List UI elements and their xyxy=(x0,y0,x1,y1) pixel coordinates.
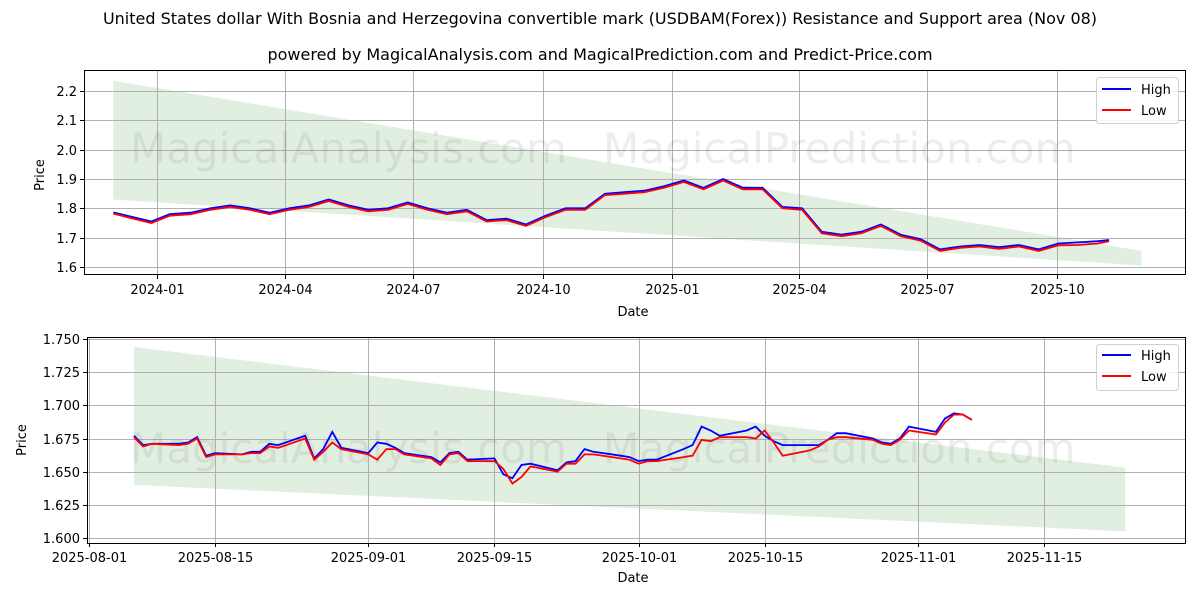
y-tick-label: 1.725 xyxy=(43,366,80,381)
x-tick-label: 2025-08-01 xyxy=(52,551,128,566)
x-tick-label: 2024-04 xyxy=(258,283,312,298)
x-tick-label: 2024-07 xyxy=(386,283,440,298)
chart-title: United States dollar With Bosnia and Her… xyxy=(102,9,1098,28)
top-plot: MagicalAnalysis.com MagicalPrediction.co… xyxy=(33,70,1186,320)
x-tick-label: 2025-07 xyxy=(900,283,954,298)
x-tick-label: 2025-11-15 xyxy=(1007,551,1083,566)
x-tick-label: 2024-01 xyxy=(130,283,184,298)
bottom-x-axis-label: Date xyxy=(617,571,648,586)
y-tick-label: 1.600 xyxy=(43,532,80,547)
y-tick-label: 2.1 xyxy=(56,114,77,129)
x-tick-label: 2025-10-15 xyxy=(728,551,804,566)
legend-low-label: Low xyxy=(1141,370,1167,385)
x-tick-label: 2025-08-15 xyxy=(178,551,254,566)
y-tick-label: 1.650 xyxy=(43,466,80,481)
x-tick-label: 2025-09-15 xyxy=(457,551,533,566)
bottom-watermark-right: MagicalPrediction.com xyxy=(603,424,1076,473)
x-tick-label: 2025-10 xyxy=(1030,283,1084,298)
y-tick-label: 1.8 xyxy=(56,202,77,217)
top-support-resistance-band xyxy=(113,80,1142,266)
top-watermark-right: MagicalPrediction.com xyxy=(603,124,1076,173)
top-watermark-left: MagicalAnalysis.com xyxy=(130,124,567,173)
y-tick-label: 2.0 xyxy=(56,144,77,159)
y-tick-label: 1.700 xyxy=(43,399,80,414)
x-tick-label: 2024-10 xyxy=(516,283,570,298)
bottom-plot: MagicalAnalysis.com MagicalPrediction.co… xyxy=(15,333,1186,586)
top-y-axis-label: Price xyxy=(33,159,48,191)
y-tick-label: 1.7 xyxy=(56,232,77,247)
top-legend: High Low xyxy=(1096,77,1179,124)
bottom-x-axis: 2025-08-01 2025-08-15 2025-09-01 2025-09-15… xyxy=(52,543,1083,566)
y-tick-label: 1.6 xyxy=(56,261,77,276)
top-y-axis: 1.6 1.7 1.8 1.9 2.0 2.1 2.2 xyxy=(56,85,84,276)
y-tick-label: 1.9 xyxy=(56,173,77,188)
bottom-y-axis: 1.600 1.625 1.650 1.675 1.700 1.725 1.750 xyxy=(43,333,87,547)
y-tick-label: 1.675 xyxy=(43,433,80,448)
y-tick-label: 1.750 xyxy=(43,333,80,348)
x-tick-label: 2025-10-01 xyxy=(602,551,678,566)
legend-high-label: High xyxy=(1141,83,1171,98)
x-tick-label: 2025-01 xyxy=(645,283,699,298)
chart-subtitle: powered by MagicalAnalysis.com and Magic… xyxy=(267,45,933,64)
top-x-axis-label: Date xyxy=(617,305,648,320)
top-low-line xyxy=(113,179,1110,252)
bottom-high-line xyxy=(133,412,973,480)
top-gridlines xyxy=(84,70,1185,275)
x-tick-label: 2025-04 xyxy=(772,283,826,298)
bottom-gridlines xyxy=(87,337,1185,543)
y-tick-label: 2.2 xyxy=(56,85,77,100)
legend-low-label: Low xyxy=(1141,104,1167,119)
x-tick-label: 2025-11-01 xyxy=(881,551,957,566)
bottom-low-line xyxy=(133,413,973,485)
y-tick-label: 1.625 xyxy=(43,499,80,514)
bottom-y-axis-label: Price xyxy=(15,424,30,456)
bottom-axes-frame xyxy=(87,337,1186,544)
bottom-legend: High Low xyxy=(1096,344,1179,391)
top-x-axis: 2024-01 2024-04 2024-07 2024-10 2025-01 2025-… xyxy=(130,275,1085,298)
top-high-line xyxy=(113,178,1110,251)
top-axes-frame xyxy=(84,70,1186,275)
legend-high-label: High xyxy=(1141,349,1171,364)
x-tick-label: 2025-09-01 xyxy=(331,551,407,566)
